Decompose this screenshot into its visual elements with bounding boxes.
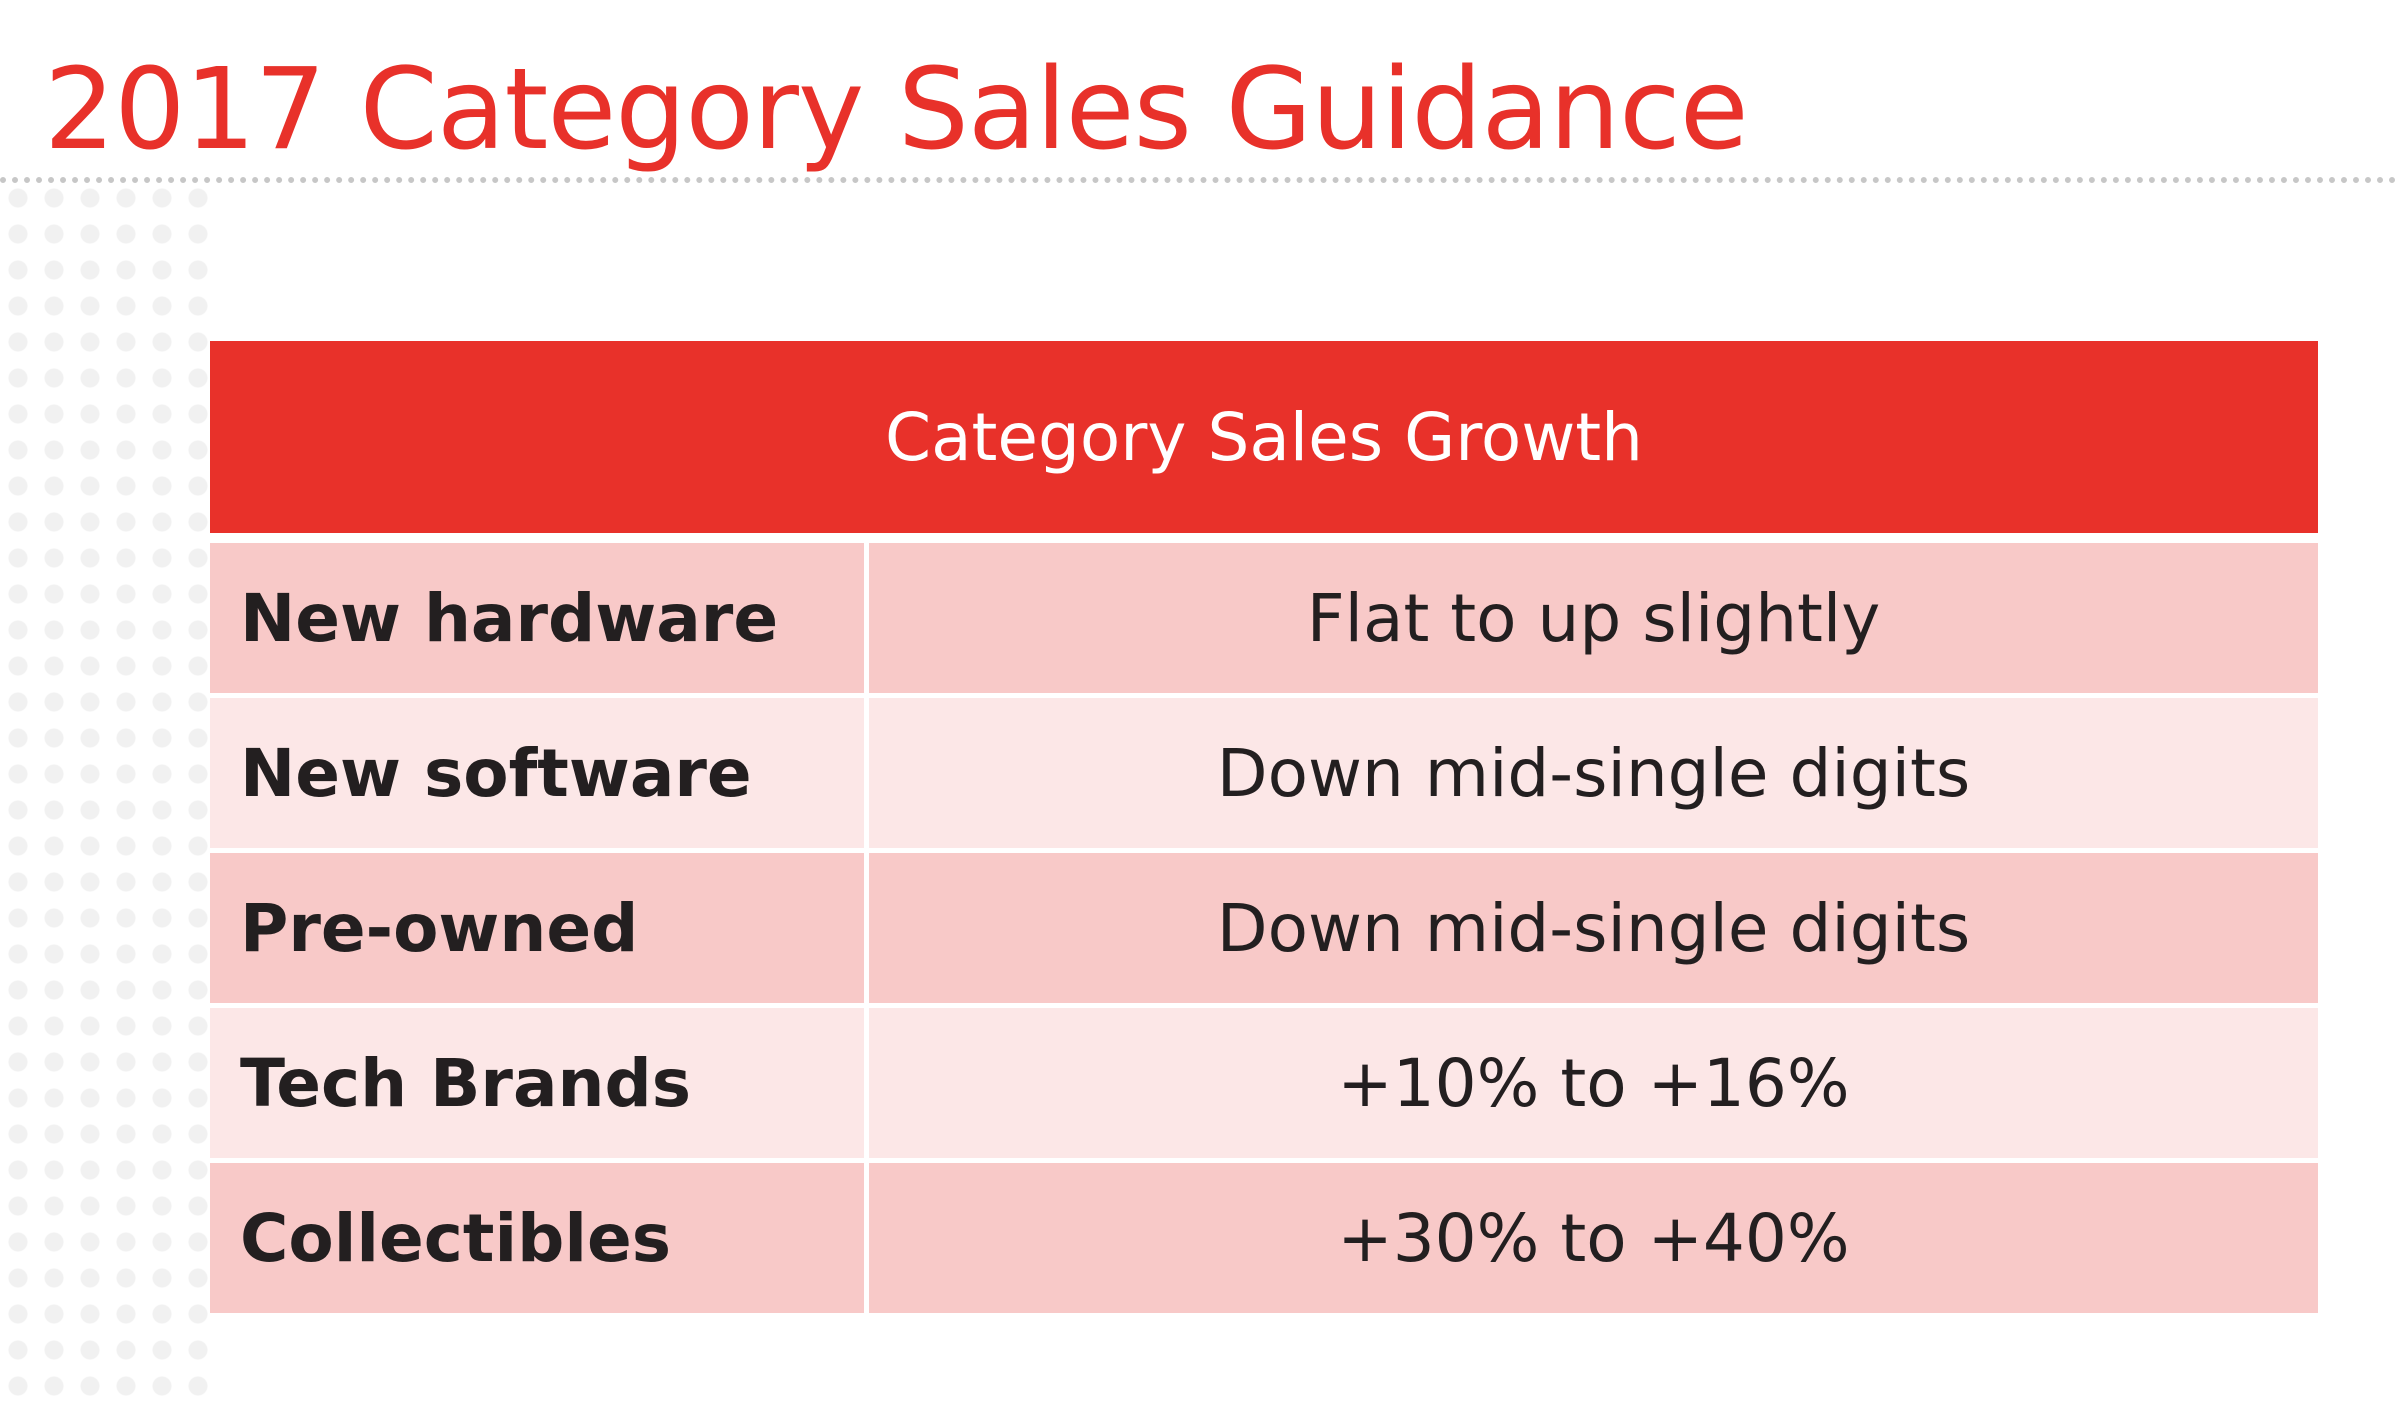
category-sales-table: Category Sales Growth New hardware Flat …	[210, 341, 2319, 1313]
table-row: Pre-owned Down mid-single digits	[210, 853, 2319, 1008]
category-cell: Pre-owned	[210, 853, 869, 1008]
background-dot-pattern	[0, 180, 220, 1404]
page-title: 2017 Category Sales Guidance	[44, 45, 1749, 175]
table-row: New software Down mid-single digits	[210, 698, 2319, 853]
guidance-cell: Flat to up slightly	[869, 543, 2319, 698]
guidance-cell: +30% to +40%	[869, 1163, 2319, 1313]
guidance-cell: +10% to +16%	[869, 1008, 2319, 1163]
table-header-row: Category Sales Growth	[210, 341, 2319, 543]
table-row: Collectibles +30% to +40%	[210, 1163, 2319, 1313]
table-header: Category Sales Growth	[210, 341, 2319, 543]
category-cell: New software	[210, 698, 869, 853]
guidance-cell: Down mid-single digits	[869, 853, 2319, 1008]
category-cell: Collectibles	[210, 1163, 869, 1313]
table-row: Tech Brands +10% to +16%	[210, 1008, 2319, 1163]
category-cell: Tech Brands	[210, 1008, 869, 1163]
category-cell: New hardware	[210, 543, 869, 698]
table-row: New hardware Flat to up slightly	[210, 543, 2319, 698]
title-divider	[0, 177, 2397, 183]
guidance-cell: Down mid-single digits	[869, 698, 2319, 853]
